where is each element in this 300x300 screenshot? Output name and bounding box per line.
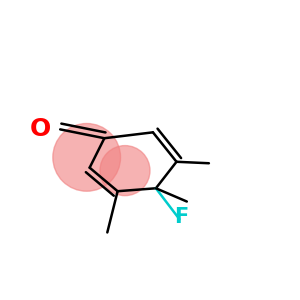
Circle shape xyxy=(100,146,150,196)
Text: F: F xyxy=(174,207,188,226)
Text: O: O xyxy=(30,117,51,141)
Circle shape xyxy=(53,124,121,191)
